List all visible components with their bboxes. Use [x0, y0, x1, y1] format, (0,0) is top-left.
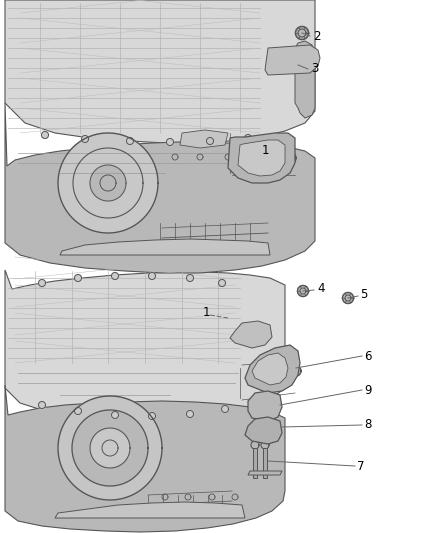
- Polygon shape: [228, 133, 295, 183]
- Text: 2: 2: [313, 29, 321, 43]
- Polygon shape: [148, 272, 155, 279]
- Polygon shape: [5, 385, 285, 532]
- Polygon shape: [238, 140, 285, 176]
- Polygon shape: [148, 413, 155, 419]
- Polygon shape: [245, 345, 300, 393]
- Polygon shape: [166, 139, 173, 146]
- Polygon shape: [55, 502, 245, 518]
- Polygon shape: [180, 130, 228, 148]
- Polygon shape: [74, 274, 81, 281]
- Polygon shape: [265, 45, 320, 75]
- Polygon shape: [266, 430, 273, 437]
- Text: 7: 7: [357, 459, 364, 472]
- Polygon shape: [206, 138, 213, 144]
- Polygon shape: [39, 279, 46, 287]
- Polygon shape: [254, 430, 261, 437]
- Polygon shape: [5, 103, 315, 273]
- Polygon shape: [39, 401, 46, 408]
- Polygon shape: [253, 448, 257, 478]
- Text: 4: 4: [317, 281, 325, 295]
- Polygon shape: [252, 353, 288, 385]
- Polygon shape: [343, 293, 353, 303]
- Polygon shape: [295, 41, 315, 118]
- Polygon shape: [72, 410, 148, 486]
- Polygon shape: [230, 321, 272, 348]
- Polygon shape: [244, 134, 251, 141]
- Polygon shape: [60, 239, 270, 255]
- Polygon shape: [296, 27, 308, 39]
- Polygon shape: [5, 0, 315, 143]
- Polygon shape: [245, 417, 282, 444]
- Text: 5: 5: [360, 288, 367, 302]
- Polygon shape: [248, 391, 282, 421]
- Text: 3: 3: [311, 62, 318, 76]
- Text: 9: 9: [364, 384, 371, 397]
- Polygon shape: [58, 396, 162, 500]
- Polygon shape: [222, 406, 229, 413]
- Polygon shape: [219, 279, 226, 287]
- Polygon shape: [261, 441, 269, 449]
- Polygon shape: [112, 411, 119, 418]
- Bar: [0, 270, 438, 533]
- Text: 8: 8: [364, 418, 371, 432]
- Polygon shape: [90, 428, 130, 468]
- Polygon shape: [297, 286, 308, 296]
- Text: 1: 1: [262, 143, 269, 157]
- Polygon shape: [292, 59, 304, 71]
- Polygon shape: [187, 274, 194, 281]
- Polygon shape: [187, 410, 194, 417]
- Polygon shape: [74, 408, 81, 415]
- Polygon shape: [90, 165, 126, 201]
- Polygon shape: [58, 133, 158, 233]
- Polygon shape: [251, 441, 259, 449]
- Text: 6: 6: [364, 350, 371, 362]
- Polygon shape: [284, 152, 296, 164]
- Polygon shape: [291, 366, 301, 376]
- Polygon shape: [127, 138, 134, 144]
- Text: 1: 1: [202, 306, 210, 319]
- Polygon shape: [112, 272, 119, 279]
- Bar: [0, 0, 438, 266]
- Polygon shape: [248, 471, 282, 475]
- Polygon shape: [42, 132, 49, 139]
- Polygon shape: [263, 448, 267, 478]
- Polygon shape: [5, 270, 285, 419]
- Polygon shape: [81, 135, 88, 142]
